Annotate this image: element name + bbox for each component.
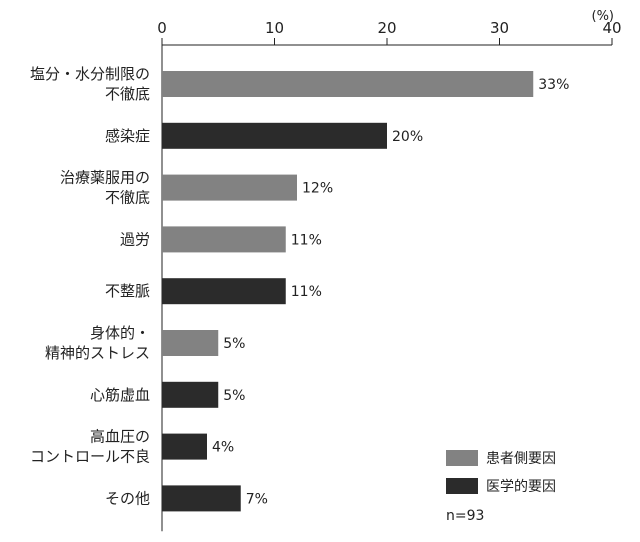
data-label-4: 11% [291, 232, 322, 248]
bar-3 [162, 174, 297, 201]
data-label-2: 20% [392, 129, 423, 145]
legend-swatch-1 [446, 450, 478, 466]
category-label-6-line-1: 身体的・ [90, 324, 150, 342]
category-label-8-line-1: 高血圧の [90, 428, 150, 446]
sample-size-note: n=93 [446, 508, 484, 524]
category-label-3-line-1: 治療薬服用の [60, 169, 150, 187]
x-tick-label-20: 20 [377, 19, 396, 37]
bars: 33% 20% 12% 11% 11% 5% 5% 4% 7% [162, 71, 569, 512]
legend-label-2: 医学的要因 [486, 479, 556, 495]
unit-label: (%) [592, 9, 615, 24]
legend-label-1: 患者側要因 [486, 451, 556, 467]
data-label-6: 5% [223, 336, 245, 352]
data-label-1: 33% [538, 77, 569, 93]
category-label-8-line-2: コントロール不良 [30, 448, 150, 466]
bar-5 [162, 278, 286, 305]
data-label-3: 12% [302, 181, 333, 197]
category-label-1-line-1: 塩分・水分制限の [30, 65, 150, 83]
bar-8 [162, 433, 207, 460]
data-label-8: 4% [212, 440, 234, 456]
data-label-5: 11% [291, 284, 322, 300]
category-label-7-line-1: 心筋虚血 [90, 386, 150, 404]
data-label-9: 7% [246, 491, 268, 507]
x-tick-label-0: 0 [157, 19, 167, 37]
category-label-4-line-1: 過労 [120, 230, 150, 248]
category-label-6-line-2: 精神的ストレス [45, 344, 150, 362]
data-label-7: 5% [223, 388, 245, 404]
category-labels: 塩分・水分制限の不徹底感染症治療薬服用の不徹底過労不整脈身体的・精神的ストレス心… [30, 65, 150, 507]
category-label-2-line-1: 感染症 [105, 127, 150, 145]
category-label-5-line-1: 不整脈 [105, 282, 150, 300]
legend-swatch-2 [446, 478, 478, 494]
bar-1 [162, 71, 534, 97]
bar-6 [162, 330, 219, 356]
bar-7 [162, 381, 219, 408]
x-tick-label-30: 30 [490, 19, 509, 37]
x-tick-label-10: 10 [265, 19, 284, 37]
x-tick-label-40: 40 [602, 19, 621, 37]
bar-9 [162, 485, 241, 512]
bar-2 [162, 122, 387, 149]
category-label-3-line-2: 不徹底 [105, 189, 150, 207]
category-label-9-line-1: その他 [105, 489, 150, 507]
bar-4 [162, 226, 286, 253]
category-label-1-line-2: 不徹底 [105, 85, 150, 103]
